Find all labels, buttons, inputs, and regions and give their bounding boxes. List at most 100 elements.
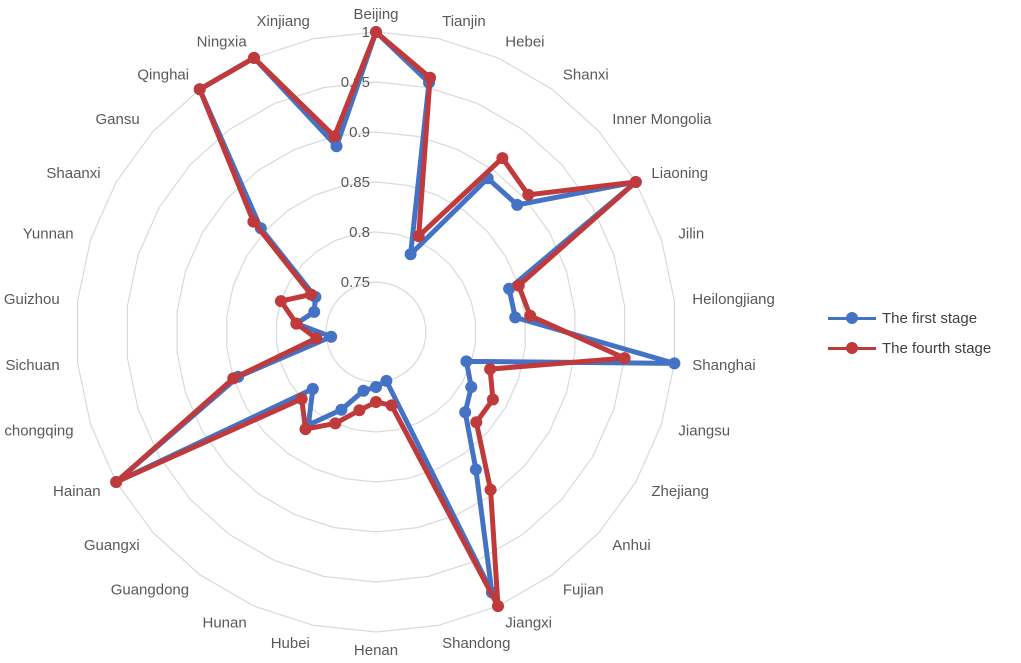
grid-ring [76, 31, 676, 633]
category-label: Hebei [505, 34, 544, 51]
data-point [496, 152, 509, 165]
data-point [524, 309, 537, 322]
legend-label-fourth-stage: The fourth stage [882, 339, 992, 357]
legend-label-first-stage: The first stage [882, 309, 978, 327]
data-point [330, 140, 343, 153]
category-label: Guangxi [84, 537, 140, 554]
data-point [484, 483, 497, 496]
data-point [335, 403, 348, 416]
category-label: Beijing [353, 6, 398, 23]
category-label: Shanghai [692, 357, 755, 374]
category-label: chongqing [4, 422, 73, 439]
data-point [629, 176, 642, 188]
category-label: Yunnan [23, 226, 74, 243]
data-point [424, 71, 437, 84]
category-label: Jiangxi [505, 615, 552, 632]
legend-swatch-fourth-stage [828, 341, 876, 355]
data-point [509, 311, 522, 324]
category-label: Hainan [53, 483, 101, 500]
category-label: Henan [354, 642, 398, 659]
grid-ring [126, 81, 626, 583]
data-point [618, 352, 631, 365]
tick-label: 0.9 [349, 124, 370, 141]
data-point [459, 406, 472, 419]
category-label: Sichuan [5, 357, 59, 374]
data-point [668, 357, 681, 370]
category-label: Guizhou [4, 291, 60, 308]
data-point [486, 393, 499, 406]
data-point [465, 381, 478, 393]
series-1 [110, 26, 681, 599]
data-point [522, 188, 535, 201]
radar-grid [76, 31, 676, 633]
data-point [193, 83, 206, 96]
tick-label: 0.85 [341, 174, 370, 191]
category-label: Ningxia [197, 34, 248, 51]
data-point [329, 417, 342, 430]
data-point [370, 26, 382, 38]
data-point [247, 215, 260, 228]
data-point [227, 372, 240, 385]
data-point [492, 600, 504, 613]
data-point [404, 248, 417, 261]
data-point [310, 332, 323, 345]
category-label: Anhui [612, 537, 650, 554]
data-point [469, 463, 482, 476]
category-label: Fujian [563, 581, 604, 598]
category-label: Jiangsu [678, 422, 730, 439]
data-point [460, 355, 473, 368]
tick-label: 0.8 [349, 224, 370, 241]
legend-swatch-first-stage [828, 311, 876, 325]
legend-item-fourth-stage: The fourth stage [828, 333, 991, 363]
data-point [274, 295, 287, 308]
category-labels: Beijing Tianjin Hebei Shanxi Inner Mongolia L… [4, 6, 775, 659]
data-point [357, 384, 370, 397]
data-point [370, 381, 382, 393]
category-label: Jilin [678, 226, 704, 243]
data-point [308, 305, 321, 318]
category-label: Hubei [271, 635, 310, 652]
category-label: Guangdong [111, 581, 189, 598]
category-label: Shaanxi [46, 165, 100, 182]
data-point [412, 230, 425, 243]
data-point [325, 330, 338, 343]
category-label: Qinghai [137, 67, 189, 84]
data-point [370, 396, 382, 408]
data-point [295, 392, 308, 405]
category-label: Tianjin [442, 13, 486, 30]
data-point [110, 476, 123, 488]
category-label: Inner Mongolia [612, 111, 712, 128]
grid-ring [226, 181, 526, 483]
data-point [512, 279, 525, 292]
data-point [503, 282, 516, 295]
tick-label: 0.75 [341, 274, 370, 291]
data-point [470, 416, 483, 429]
grid-ring [325, 281, 427, 383]
category-label: Shandong [442, 635, 510, 652]
data-point [380, 374, 393, 387]
data-point [305, 288, 317, 301]
tick-label: 1 [362, 24, 370, 41]
category-label: Xinjiang [257, 13, 310, 30]
series-2 [110, 26, 642, 613]
grid-ring [176, 131, 576, 533]
category-label: Gansu [95, 111, 139, 128]
data-point [511, 198, 524, 211]
series-line [113, 29, 639, 609]
category-label: Shanxi [563, 67, 609, 84]
category-label: Heilongjiang [692, 291, 775, 308]
data-point [306, 382, 319, 395]
series-layer [110, 26, 681, 613]
legend: The first stage The fourth stage [828, 303, 991, 363]
category-label: Liaoning [651, 165, 708, 182]
data-point [484, 363, 497, 376]
data-point [248, 51, 260, 64]
category-label: Hunan [202, 615, 246, 632]
data-point [328, 130, 341, 143]
grid-ring [275, 231, 477, 433]
data-point [353, 404, 366, 417]
category-label: Zhejiang [651, 483, 709, 500]
data-point [385, 399, 398, 412]
data-point [290, 317, 303, 330]
